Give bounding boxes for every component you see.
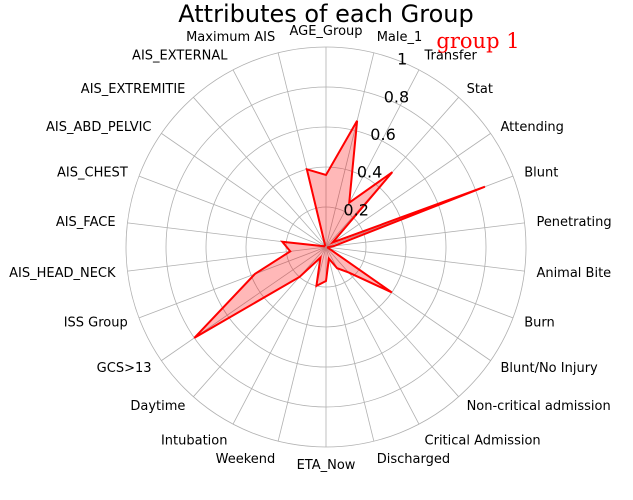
spoke-20 [138,175,327,248]
category-label-12: ETA_Now [297,458,356,473]
category-label-19: AIS_FACE [56,215,116,230]
category-label-17: ISS Group [64,316,128,331]
spoke-16 [161,246,327,361]
chart-title: Attributes of each Group [178,0,473,28]
spoke-3 [325,133,491,248]
category-label-18: AIS_HEAD_NECK [9,266,116,281]
category-label-21: AIS_ABD_PELVIC [46,120,151,135]
category-label-25: AGE_Group [289,24,362,39]
category-label-7: Burn [524,316,555,331]
category-label-3: Attending [500,120,563,135]
spoke-0 [325,52,375,248]
category-label-5: Penetrating [536,215,611,230]
category-label-1: Transfer [424,48,478,63]
category-label-23: AIS_EXTERNAL [132,48,228,63]
category-label-14: Intubation [161,434,228,449]
spoke-11 [325,246,375,442]
category-label-13: Weekend [216,452,276,467]
spoke-5 [325,222,525,248]
category-label-6: Animal Bite [536,266,611,281]
category-label-0: Male_1 [377,30,423,45]
spoke-10 [325,246,420,425]
spoke-14 [232,246,327,425]
spoke-23 [232,69,327,248]
category-label-9: Non-critical admission [467,399,611,414]
spoke-18 [127,246,327,272]
category-label-11: Discharged [377,452,450,467]
group-label: group 1 [436,29,519,53]
category-label-15: Daytime [130,399,185,414]
r-tick-label-3: 0.8 [384,87,409,106]
r-tick-label-2: 0.6 [370,125,395,144]
series-area-0 [194,120,485,338]
spoke-21 [161,133,327,248]
category-label-16: GCS>13 [97,361,152,376]
category-label-4: Blunt [524,165,558,180]
category-label-8: Blunt/No Injury [500,361,598,376]
r-tick-label-0: 0.2 [343,200,368,219]
spoke-6 [325,246,525,272]
r-tick-label-1: 0.4 [357,163,382,182]
radar-series [193,120,486,339]
spoke-1 [325,69,420,248]
spoke-17 [138,246,327,319]
category-label-10: Critical Admission [425,434,541,449]
category-label-20: AIS_CHEST [57,165,128,180]
r-tick-label-4: 1 [397,50,407,69]
spoke-22 [193,97,327,248]
category-label-22: AIS_EXTREMITIE [81,82,186,97]
radial-tick-labels: 0.2 0.4 0.6 0.8 1 [343,50,409,220]
category-label-24: Maximum AIS [186,30,275,45]
spoke-7 [325,246,514,319]
category-label-2: Stat [467,82,493,97]
